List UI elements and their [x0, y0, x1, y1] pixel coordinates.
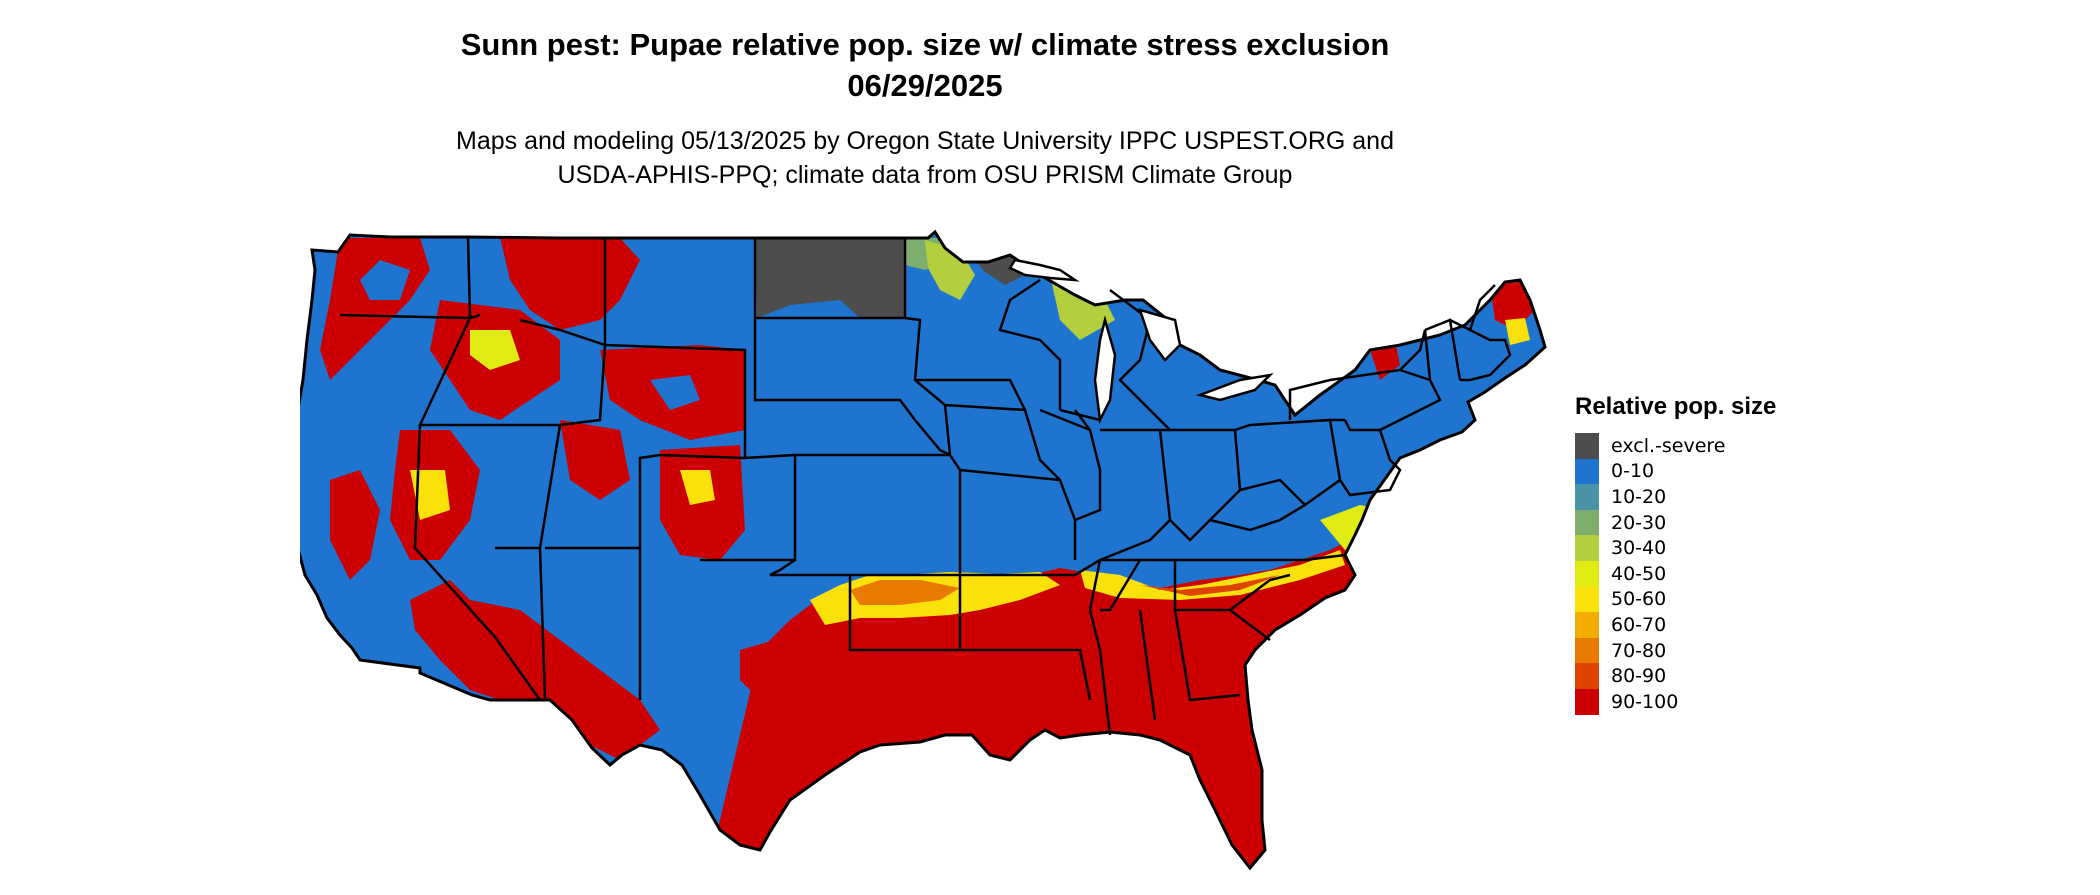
zone-90-100-california — [330, 470, 380, 580]
legend-items: excl.-severe 0-10 10-20 20-30 30-40 40-50 50-6… — [1575, 433, 1776, 715]
legend-item: 50-60 — [1575, 586, 1776, 613]
subtitle-line-2: USDA-APHIS-PPQ; climate data from OSU PR… — [557, 161, 1293, 189]
legend-swatch — [1575, 637, 1599, 664]
map-legend: Relative pop. size excl.-severe 0-10 10-20… — [1575, 393, 1776, 715]
legend-label: excl.-severe — [1611, 434, 1726, 457]
legend-swatch — [1575, 433, 1599, 459]
zone-0-10-washington-patch — [360, 260, 410, 300]
legend-swatch — [1575, 458, 1599, 485]
lake-huron — [1138, 308, 1182, 362]
legend-label: 40-50 — [1611, 562, 1667, 585]
legend-swatch — [1575, 509, 1599, 536]
us-map — [300, 230, 1547, 870]
legend-label: 30-40 — [1611, 537, 1667, 560]
lake-superior — [1008, 258, 1080, 282]
legend-item: 60-70 — [1575, 612, 1776, 638]
legend-swatch — [1575, 484, 1599, 510]
legend-label: 60-70 — [1611, 613, 1667, 636]
state-boundaries — [300, 230, 1547, 870]
legend-item: 10-20 — [1575, 484, 1776, 510]
zone-40-50-idaho — [470, 330, 520, 370]
zone-excluded-severe-north-dakota — [755, 238, 905, 318]
legend-swatch — [1575, 688, 1599, 715]
legend-item: 40-50 — [1575, 560, 1776, 587]
zone-50-60-colorado — [680, 470, 715, 505]
subtitle-line-1: Maps and modeling 05/13/2025 by Oregon S… — [456, 127, 1394, 155]
legend-label: 0-10 — [1611, 460, 1655, 483]
zone-90-100-maine — [1490, 282, 1535, 330]
legend-item: 0-10 — [1575, 458, 1776, 485]
legend-swatch — [1575, 586, 1599, 613]
zone-90-100-utah — [560, 420, 630, 500]
zone-50-60-nevada — [410, 470, 450, 520]
legend-swatch — [1575, 560, 1599, 587]
legend-label: 90-100 — [1611, 690, 1679, 713]
zone-0-10-wyoming-patch — [650, 375, 700, 410]
legend-item: 80-90 — [1575, 663, 1776, 689]
title-line-2: 06/29/2025 — [847, 68, 1003, 103]
legend-item: 70-80 — [1575, 637, 1776, 664]
lake-erie — [1195, 373, 1274, 402]
legend-swatch — [1575, 535, 1599, 561]
legend-swatch — [1575, 612, 1599, 638]
legend-item: 90-100 — [1575, 688, 1776, 715]
map-title: Sunn pest: Pupae relative pop. size w/ c… — [300, 24, 1550, 106]
legend-item: 30-40 — [1575, 535, 1776, 561]
zone-50-60-southeast-band — [1080, 550, 1345, 600]
legend-title: Relative pop. size — [1575, 393, 1777, 420]
lake-michigan — [1093, 315, 1117, 425]
legend-label: 70-80 — [1611, 639, 1667, 662]
legend-item: excl.-severe — [1575, 433, 1776, 459]
legend-label: 10-20 — [1611, 485, 1667, 508]
legend-label: 50-60 — [1611, 588, 1667, 611]
map-subtitle: Maps and modeling 05/13/2025 by Oregon S… — [300, 124, 1550, 192]
zone-50-60-maine — [1505, 318, 1530, 345]
title-line-1: Sunn pest: Pupae relative pop. size w/ c… — [460, 27, 1390, 62]
legend-label: 80-90 — [1611, 665, 1667, 688]
legend-swatch — [1575, 663, 1599, 689]
zone-90-100-new-mexico-south — [740, 640, 800, 700]
legend-item: 20-30 — [1575, 509, 1776, 536]
zone-70-80-south-band — [850, 580, 960, 605]
great-lakes — [1008, 258, 1274, 425]
legend-label: 20-30 — [1611, 511, 1667, 534]
